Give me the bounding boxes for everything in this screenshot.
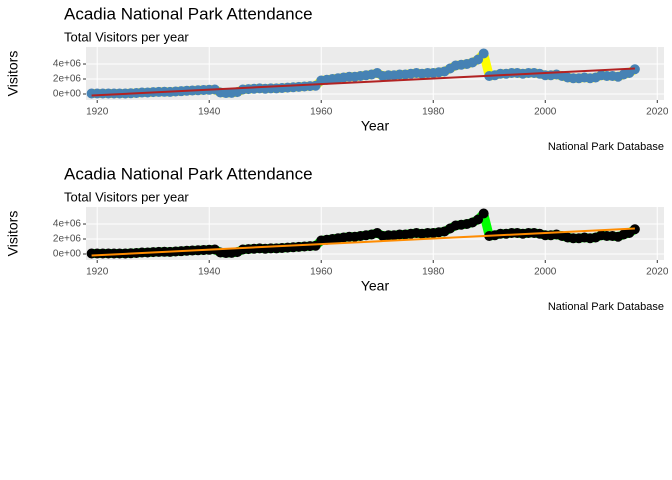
- y-axis-title: Visitors: [5, 211, 21, 257]
- data-point: [478, 48, 489, 59]
- x-tick-label: 1940: [198, 107, 221, 118]
- y-axis-title: Visitors: [5, 51, 21, 97]
- x-tick-label: 2000: [534, 107, 557, 118]
- trend-line: [91, 227, 635, 257]
- y-tick-label: 2e+06: [53, 74, 82, 85]
- x-tick-label: 2020: [646, 267, 669, 278]
- y-tick-label: 4e+06: [53, 59, 82, 70]
- x-tick-label: 1980: [422, 107, 445, 118]
- data-point: [478, 208, 489, 219]
- caption: National Park Database: [548, 141, 664, 153]
- x-tick-label: 2000: [534, 267, 557, 278]
- y-tick-label: 0e+00: [53, 89, 82, 100]
- x-axis-title: Year: [361, 118, 390, 134]
- x-tick-label: 1960: [310, 267, 333, 278]
- x-tick-label: 1980: [422, 267, 445, 278]
- chart-title: Acadia National Park Attendance: [64, 4, 313, 23]
- chart-subtitle: Total Visitors per year: [64, 29, 189, 44]
- x-tick-label: 1920: [86, 107, 109, 118]
- chart-subtitle: Total Visitors per year: [64, 189, 189, 204]
- x-tick-label: 1920: [86, 267, 109, 278]
- x-axis-title: Year: [361, 278, 390, 294]
- caption: National Park Database: [548, 301, 664, 313]
- x-tick-label: 2020: [646, 107, 669, 118]
- trend-line: [91, 67, 635, 97]
- y-tick-label: 2e+06: [53, 234, 82, 245]
- y-tick-label: 0e+00: [53, 249, 82, 260]
- x-tick-label: 1940: [198, 267, 221, 278]
- y-tick-label: 4e+06: [53, 219, 82, 230]
- x-tick-label: 1960: [310, 107, 333, 118]
- chart-title: Acadia National Park Attendance: [64, 164, 313, 183]
